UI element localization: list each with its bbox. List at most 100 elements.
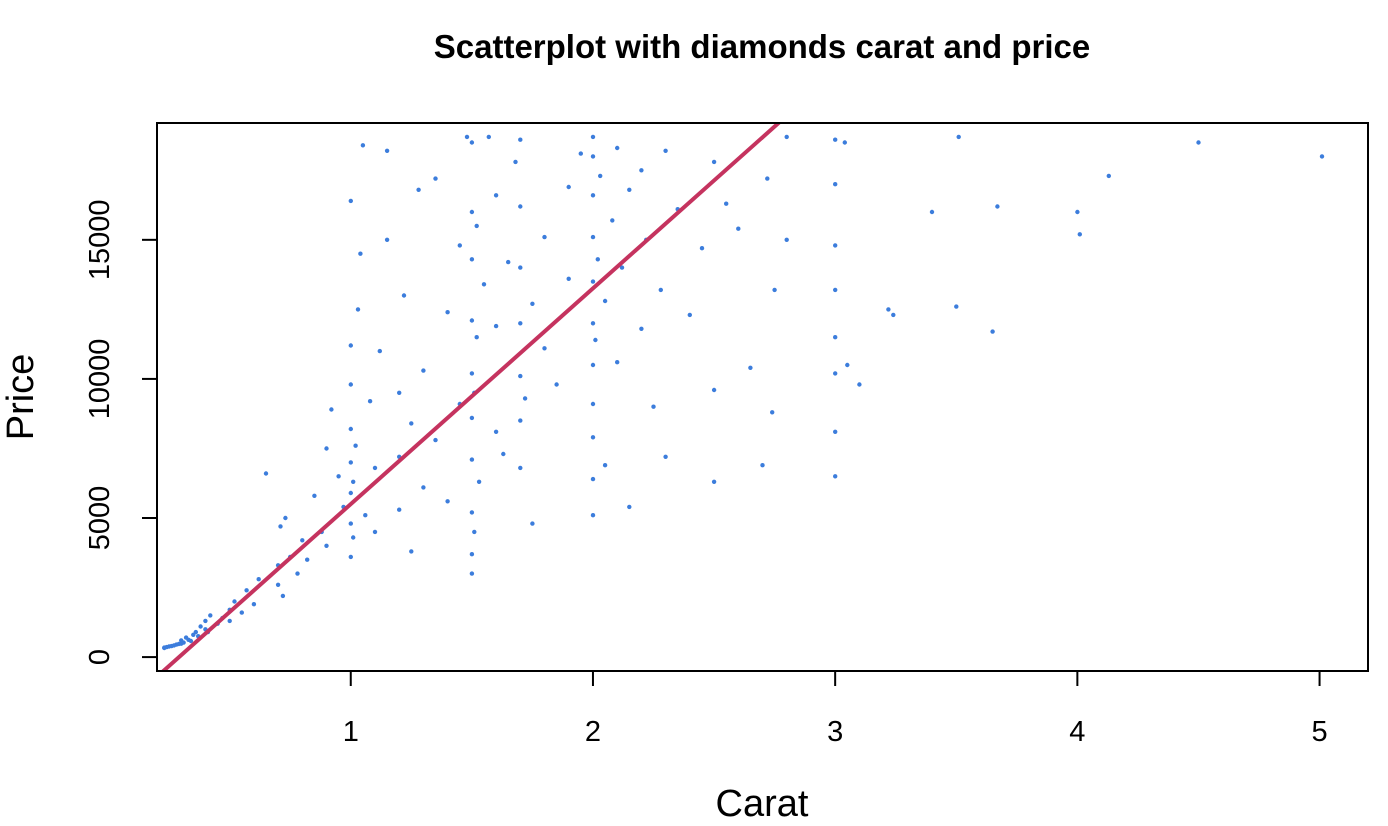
data-point <box>472 529 477 535</box>
data-point <box>833 182 838 187</box>
data-point <box>348 460 353 465</box>
data-point <box>595 257 600 262</box>
data-point <box>421 485 426 490</box>
data-point <box>433 176 438 181</box>
data-point <box>329 407 334 412</box>
data-point <box>845 362 850 368</box>
data-point <box>1196 140 1201 145</box>
data-point <box>469 457 475 462</box>
data-point <box>372 529 378 535</box>
data-point <box>995 204 1000 209</box>
chart-title: Scatterplot with diamonds carat and pric… <box>434 28 1090 65</box>
data-point <box>384 237 390 242</box>
data-point <box>363 513 368 518</box>
data-point <box>578 151 583 156</box>
data-point <box>278 524 283 529</box>
data-point <box>772 287 777 293</box>
data-point <box>530 521 535 526</box>
fit-line <box>160 123 782 671</box>
data-point <box>590 435 596 440</box>
data-point <box>518 204 523 209</box>
data-point <box>929 209 935 215</box>
data-point <box>506 259 511 265</box>
x-tick-label: 2 <box>585 716 601 748</box>
data-point <box>566 184 571 190</box>
data-point <box>474 335 479 340</box>
data-point <box>1319 154 1325 159</box>
data-point <box>990 329 995 334</box>
data-point <box>351 535 356 540</box>
x-tick-label: 5 <box>1311 716 1327 748</box>
data-point <box>409 421 414 426</box>
data-point <box>518 418 523 423</box>
data-point <box>208 613 213 618</box>
data-point <box>324 446 329 451</box>
data-point <box>464 134 470 140</box>
data-point <box>1075 209 1080 215</box>
data-point <box>227 618 232 624</box>
data-point <box>493 429 499 434</box>
data-point <box>355 307 361 312</box>
y-axis: 0 5000 10000 15000 <box>84 200 158 665</box>
data-point <box>518 373 523 379</box>
data-point <box>469 318 475 323</box>
data-point <box>283 515 288 521</box>
data-point <box>275 582 281 587</box>
data-point <box>457 243 462 248</box>
data-point <box>748 365 753 370</box>
data-point <box>518 465 523 471</box>
data-point <box>181 640 186 645</box>
data-point <box>493 323 499 329</box>
y-tick-label: 15000 <box>84 200 116 281</box>
points-layer <box>162 134 1325 651</box>
data-point <box>469 552 475 557</box>
data-point <box>372 465 378 471</box>
data-point <box>263 471 269 476</box>
data-point <box>348 490 353 496</box>
data-point <box>833 335 838 340</box>
data-point <box>954 304 959 309</box>
data-point <box>469 209 475 215</box>
data-point <box>397 390 402 395</box>
data-point <box>857 382 862 387</box>
data-point <box>602 463 608 468</box>
y-tick-label: 0 <box>84 649 116 665</box>
data-point <box>401 293 407 298</box>
data-point <box>244 588 249 593</box>
data-point <box>833 429 838 434</box>
data-point <box>324 543 329 548</box>
data-point <box>956 134 961 140</box>
data-point <box>367 399 373 404</box>
x-axis-title: Carat <box>716 783 809 825</box>
data-point <box>610 218 615 223</box>
data-point <box>542 346 547 351</box>
data-point <box>663 148 668 153</box>
data-point <box>590 362 596 368</box>
data-point <box>554 382 559 387</box>
data-point <box>384 148 390 153</box>
data-point <box>542 234 547 240</box>
data-point <box>833 371 838 376</box>
data-point <box>627 504 632 510</box>
data-point <box>651 404 656 409</box>
data-point <box>513 159 518 165</box>
data-point <box>699 246 705 251</box>
data-point <box>724 201 729 206</box>
data-point <box>590 513 596 518</box>
data-point <box>833 287 838 293</box>
data-point <box>481 282 487 287</box>
data-point <box>397 507 402 512</box>
data-point <box>639 326 644 331</box>
data-point <box>469 140 475 145</box>
data-point <box>590 401 596 407</box>
data-point <box>1077 232 1083 237</box>
data-point <box>445 499 450 504</box>
data-point <box>351 479 356 484</box>
y-tick-label: 10000 <box>84 339 116 420</box>
data-point <box>280 593 286 599</box>
data-point <box>627 187 632 192</box>
data-point <box>833 474 838 479</box>
data-point <box>590 134 596 140</box>
data-point <box>256 577 261 582</box>
data-point <box>348 382 353 387</box>
